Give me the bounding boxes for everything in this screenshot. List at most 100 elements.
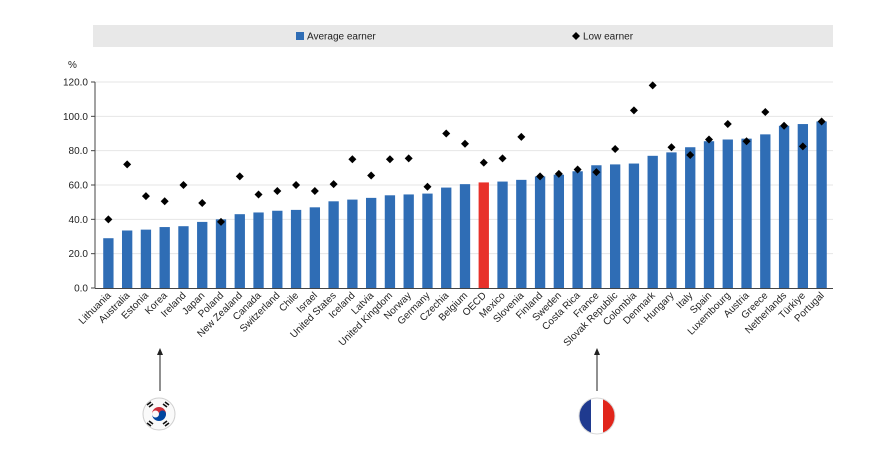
y-tick-label: 100.0 [63, 112, 88, 123]
bar-norway [403, 194, 414, 288]
bar-t-rkiye [797, 124, 809, 288]
marker-australia [123, 160, 132, 169]
bar-slovak-republic [609, 164, 621, 288]
marker-japan [198, 199, 207, 208]
marker-netherlands [780, 121, 789, 130]
marker-italy [686, 150, 695, 159]
marker-lithuania [104, 215, 113, 224]
bar-canada [253, 212, 264, 288]
bar-costa-rica [572, 171, 583, 288]
bar-estonia [140, 229, 152, 288]
marker-belgium [461, 139, 469, 148]
bar-sweden [553, 174, 565, 288]
korea-annotation [142, 348, 176, 431]
bar-switzerland [272, 210, 283, 288]
marker-hungary [667, 143, 676, 152]
marker-luxembourg [723, 120, 732, 129]
marker-norway [404, 154, 413, 163]
bar-denmark [647, 155, 658, 288]
bar-iceland [347, 199, 358, 288]
marker-iceland [348, 155, 357, 164]
bar-spain [703, 141, 715, 288]
bar-finland [534, 176, 546, 288]
marker-slovenia [517, 132, 526, 141]
legend-background [93, 25, 833, 47]
marker-finland [536, 172, 545, 181]
y-tick-label: 40.0 [69, 215, 89, 226]
bar-japan [197, 221, 208, 288]
legend-low-earner-label: Low earner [583, 32, 634, 43]
bar-new-zealand [234, 214, 245, 288]
marker-austria [742, 137, 751, 146]
y-tick-label: 0.0 [74, 284, 88, 295]
marker-spain [705, 135, 713, 144]
bar-united-states [328, 201, 339, 288]
bar-czechia [441, 187, 452, 288]
bar-korea [159, 227, 170, 288]
marker-mexico [498, 154, 507, 163]
marker-sweden [554, 169, 563, 178]
bar-austria [741, 138, 752, 288]
bar-luxembourg [722, 139, 733, 288]
marker-ireland [179, 181, 188, 189]
france-flag-icon [578, 397, 616, 435]
bar-australia [121, 230, 133, 288]
marker-denmark [648, 81, 657, 90]
x-axis-category-labels: LithuaniaAustraliaEstoniaKoreaIrelandJap… [77, 290, 827, 349]
bar-germany [422, 193, 433, 288]
y-axis-unit-label: % [68, 60, 77, 71]
bar-poland [215, 219, 227, 288]
bar-israel [309, 207, 321, 288]
marker-poland [217, 217, 225, 226]
bar-colombia [628, 163, 640, 288]
bar-mexico [497, 181, 508, 288]
bar-latvia [365, 197, 377, 288]
marker-slovak-republic [611, 144, 620, 153]
bar-hungary [666, 152, 677, 288]
bar-portugal [816, 121, 827, 288]
bar-france [591, 165, 602, 288]
markers-low-earner [104, 81, 826, 226]
legend-average-earner-swatch [296, 32, 304, 40]
bar-greece [760, 134, 771, 288]
y-tick-label: 20.0 [69, 249, 89, 260]
marker-latvia [367, 171, 376, 180]
france-annotation [578, 348, 616, 435]
legend-average-earner-label: Average earner [307, 32, 376, 43]
bar-slovenia [516, 179, 527, 288]
y-axis: 0.0 20.0 40.0 60.0 80.0 100.0 120.0 [63, 78, 96, 295]
y-tick-label: 80.0 [69, 146, 89, 157]
korea-arrow-head [157, 348, 163, 355]
marker-chile [292, 181, 301, 189]
marker-israel [310, 187, 319, 196]
marker-germany [423, 182, 432, 191]
bars-average-earner [103, 121, 827, 289]
marker-greece [761, 108, 770, 117]
bar-chile [290, 209, 302, 288]
marker-czechia [442, 129, 451, 138]
legend-low-earner-diamond-icon [572, 32, 580, 40]
bar-united-kingdom [384, 195, 396, 288]
marker-estonia [141, 192, 150, 201]
y-tick-label: 120.0 [63, 78, 88, 89]
marker-united-kingdom [385, 155, 394, 164]
bar-oecd [478, 182, 489, 288]
bar-ireland [178, 226, 189, 288]
marker-colombia [629, 106, 638, 115]
marker-t-rkiye [798, 142, 807, 151]
marker-united-states [329, 180, 338, 189]
legend: Average earner Low earner [93, 25, 833, 47]
y-tick-label: 60.0 [69, 181, 89, 192]
marker-canada [254, 190, 263, 199]
marker-costa-rica [573, 165, 582, 174]
korea-flag-icon [142, 397, 176, 431]
marker-oecd [479, 158, 488, 167]
marker-france [592, 168, 601, 177]
marker-new-zealand [235, 172, 244, 181]
marker-switzerland [273, 187, 282, 196]
marker-portugal [817, 117, 826, 126]
marker-korea [160, 197, 169, 206]
bar-italy [685, 147, 696, 288]
france-arrow-head [594, 348, 600, 355]
